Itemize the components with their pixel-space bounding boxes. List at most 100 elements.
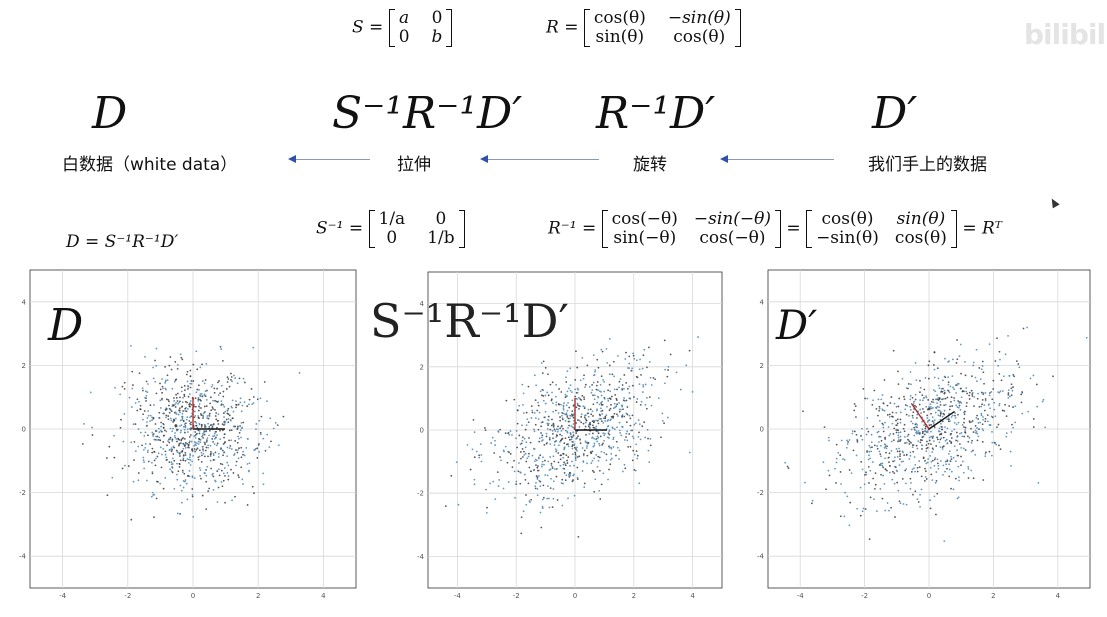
scatter-point bbox=[859, 486, 862, 489]
scatter-point bbox=[1011, 389, 1014, 392]
scatter-point bbox=[534, 458, 537, 461]
scatter-point bbox=[899, 421, 902, 424]
scatter-point bbox=[499, 428, 501, 431]
scatter-point bbox=[562, 405, 565, 408]
scatter-point bbox=[560, 429, 563, 432]
scatter-point bbox=[612, 438, 615, 441]
scatter-point bbox=[619, 408, 622, 411]
scatter-point bbox=[811, 499, 814, 502]
scatter-point bbox=[914, 463, 917, 466]
scatter-point bbox=[542, 360, 545, 363]
scatter-point bbox=[538, 474, 540, 477]
scatter-point bbox=[153, 451, 156, 453]
x-tick-label: -4 bbox=[454, 592, 462, 600]
scatter-point bbox=[509, 430, 512, 433]
scatter-point bbox=[576, 466, 579, 469]
scatter-point bbox=[230, 378, 232, 381]
scatter-point bbox=[159, 399, 162, 402]
scatter-point bbox=[639, 438, 642, 441]
scatter-point bbox=[652, 377, 655, 379]
scatter-point bbox=[575, 397, 578, 400]
scatter-point bbox=[823, 426, 826, 429]
scatter-point bbox=[188, 420, 191, 422]
scatter-point bbox=[904, 408, 907, 411]
scatter-point bbox=[893, 402, 896, 405]
scatter-point bbox=[218, 474, 221, 477]
scatter-point bbox=[617, 354, 619, 357]
scatter-point bbox=[902, 451, 904, 454]
scatter-point bbox=[266, 433, 269, 436]
scatter-point bbox=[882, 474, 884, 477]
scatter-point bbox=[994, 360, 997, 362]
scatter-point bbox=[839, 515, 842, 518]
scatter-point bbox=[580, 421, 583, 424]
scatter-point bbox=[638, 383, 641, 386]
scatter-point bbox=[595, 425, 598, 428]
scatter-point bbox=[221, 423, 224, 426]
scatter-point bbox=[970, 375, 973, 378]
scatter-point bbox=[142, 418, 144, 421]
scatter-point bbox=[212, 454, 215, 457]
scatter-point bbox=[574, 395, 577, 398]
scatter-point bbox=[983, 409, 986, 412]
scatter-point bbox=[934, 456, 937, 459]
scatter-point bbox=[1010, 465, 1012, 467]
scatter-point bbox=[992, 388, 995, 390]
scatter-point bbox=[1042, 398, 1045, 401]
scatter-point bbox=[1010, 394, 1013, 397]
scatter-point bbox=[150, 461, 153, 464]
scatter-point bbox=[903, 395, 905, 398]
scatter-point bbox=[555, 449, 558, 452]
scatter-point bbox=[1027, 410, 1030, 413]
scatter-point bbox=[144, 355, 146, 358]
scatter-point bbox=[516, 409, 519, 412]
scatter-point bbox=[919, 379, 921, 382]
scatter-point bbox=[515, 437, 517, 440]
scatter-point bbox=[936, 405, 939, 408]
scatter-point bbox=[595, 384, 598, 387]
scatter-point bbox=[505, 399, 508, 402]
scatter-point bbox=[198, 467, 201, 469]
scatter-point bbox=[898, 397, 901, 400]
scatter-point bbox=[919, 391, 921, 394]
scatter-point bbox=[1001, 390, 1004, 392]
scatter-point bbox=[915, 406, 918, 408]
scatter-point bbox=[513, 470, 516, 473]
scatter-point bbox=[534, 487, 537, 490]
scatter-point bbox=[549, 383, 552, 386]
scatter-point bbox=[981, 403, 984, 406]
scatter-point bbox=[927, 442, 930, 445]
scatter-point bbox=[874, 487, 876, 490]
scatter-point bbox=[661, 412, 664, 415]
scatter-point bbox=[904, 442, 906, 444]
scatter-point bbox=[270, 440, 272, 443]
scatter-point bbox=[609, 419, 612, 422]
scatter-point bbox=[883, 446, 886, 449]
scatter-point bbox=[227, 413, 230, 416]
scatter-point bbox=[171, 438, 174, 441]
scatter-point bbox=[155, 439, 158, 441]
scatter-point bbox=[584, 421, 587, 424]
plot-label-D: D bbox=[48, 300, 84, 351]
scatter-point bbox=[212, 435, 214, 438]
scatter-point bbox=[168, 411, 171, 414]
scatter-point bbox=[957, 454, 960, 457]
scatter-point bbox=[897, 431, 900, 434]
scatter-point bbox=[609, 390, 612, 393]
scatter-point bbox=[884, 436, 886, 439]
scatter-point bbox=[1017, 363, 1020, 365]
scatter-point bbox=[883, 482, 886, 485]
scatter-point bbox=[936, 402, 938, 405]
scatter-point bbox=[263, 381, 266, 383]
scatter-point bbox=[953, 428, 956, 431]
scatter-point bbox=[589, 427, 591, 429]
scatter-point bbox=[145, 394, 148, 397]
scatter-point bbox=[960, 432, 963, 434]
scatter-point bbox=[881, 394, 884, 396]
scatter-point bbox=[600, 391, 602, 393]
scatter-point bbox=[893, 456, 896, 459]
scatter-point bbox=[204, 390, 207, 393]
scatter-point bbox=[144, 442, 147, 445]
scatter-point bbox=[951, 375, 954, 378]
scatter-point bbox=[574, 379, 577, 381]
